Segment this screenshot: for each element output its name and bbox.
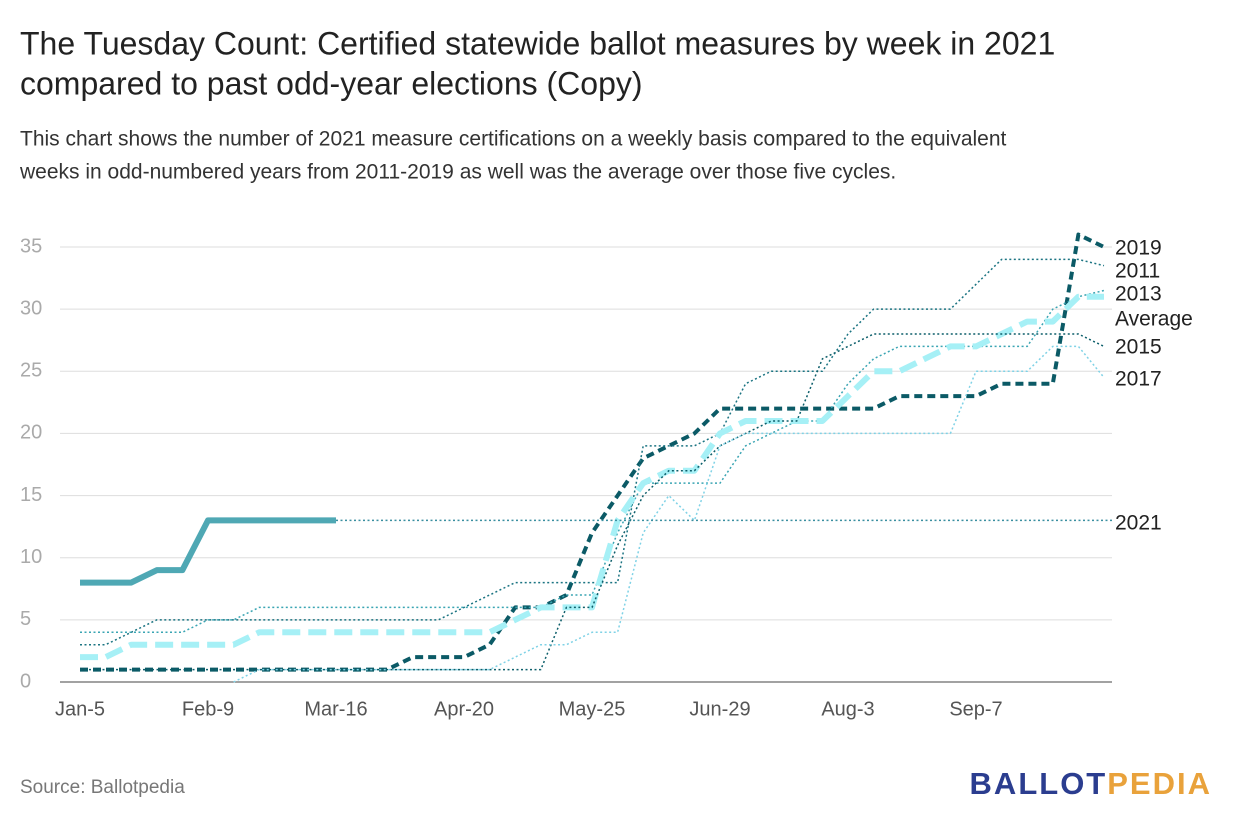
y-tick-label: 20	[20, 422, 42, 444]
x-tick-label: May-25	[559, 698, 626, 720]
y-tick-label: 15	[20, 484, 42, 506]
logo: BALLOTPEDIA	[970, 766, 1212, 801]
x-tick-label: Mar-16	[304, 698, 367, 720]
series-label: 2017	[1115, 368, 1162, 391]
source: Source: Ballotpedia	[20, 777, 185, 798]
chart-subtitle: This chart shows the number of 2021 meas…	[20, 128, 1007, 151]
series-label: Average	[1115, 308, 1193, 331]
series-label: 2019	[1115, 237, 1162, 260]
y-tick-label: 25	[20, 360, 42, 382]
x-tick-label: Apr-20	[434, 698, 494, 720]
chart-subtitle: weeks in odd-numbered years from 2011-20…	[19, 161, 896, 184]
x-tick-label: Feb-9	[182, 698, 234, 720]
x-tick-label: Aug-3	[821, 698, 874, 720]
y-tick-label: 35	[20, 235, 42, 257]
series-line	[80, 258, 1105, 646]
series-label: 2011	[1115, 260, 1160, 283]
x-tick-label: Sep-7	[949, 698, 1002, 720]
series-line	[80, 293, 1104, 661]
series-line	[80, 333, 1105, 671]
series-line	[80, 232, 1105, 672]
x-tick-label: Jun-29	[689, 698, 750, 720]
logo-part: PEDIA	[1107, 766, 1212, 801]
y-tick-label: 10	[20, 546, 42, 568]
series-label: 2015	[1115, 336, 1162, 359]
y-tick-label: 5	[20, 608, 31, 630]
series-line	[80, 517, 336, 586]
series-label: 2013	[1115, 283, 1162, 306]
chart-title: The Tuesday Count: Certified statewide b…	[20, 25, 1055, 61]
series-line	[233, 345, 1105, 683]
series-line	[80, 289, 1105, 634]
x-tick-label: Jan-5	[55, 698, 105, 720]
y-tick-label: 0	[20, 670, 31, 692]
chart-title: compared to past odd-year elections (Cop…	[20, 65, 643, 101]
logo-part: BALLOT	[970, 766, 1108, 801]
series-label: 2021	[1115, 512, 1162, 535]
y-tick-label: 30	[20, 297, 42, 319]
